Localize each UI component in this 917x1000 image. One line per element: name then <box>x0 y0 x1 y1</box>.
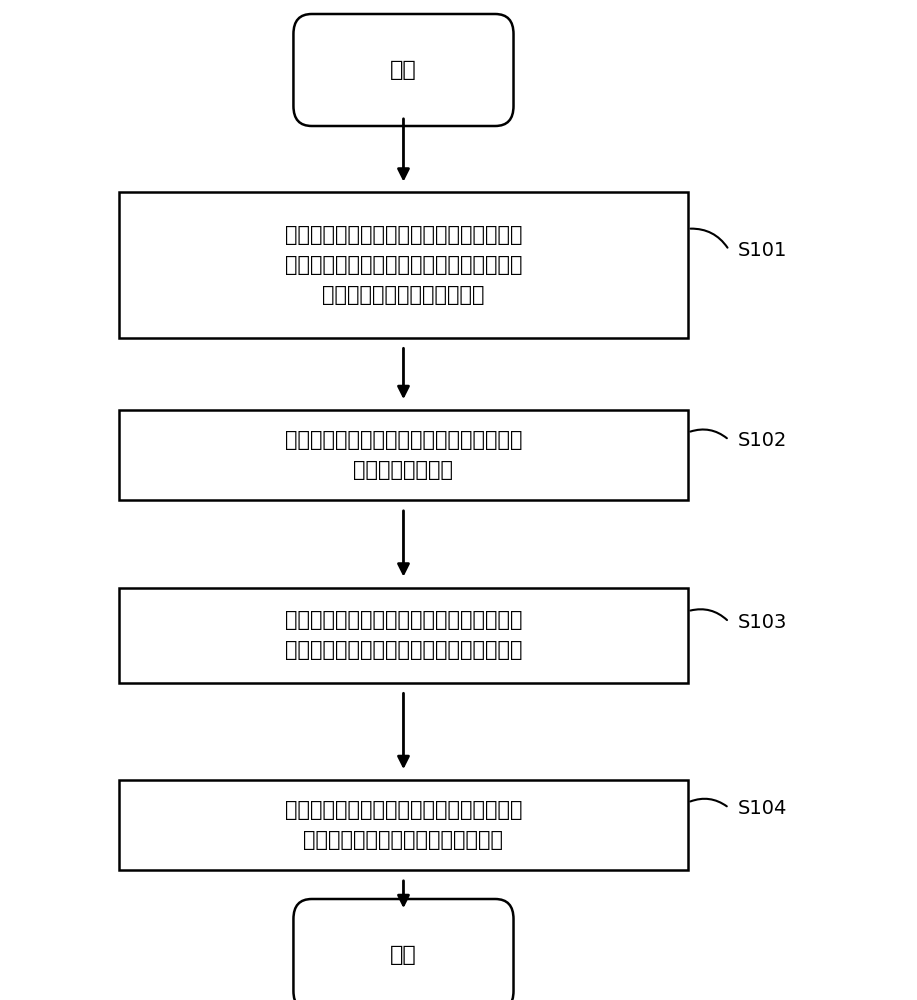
Text: 求解配电网网损最小优化模型，得到预设周
期内的分时段电动汾车充放电功率设置方案: 求解配电网网损最小优化模型，得到预设周 期内的分时段电动汾车充放电功率设置方案 <box>285 610 522 660</box>
Text: 根据总网损和配电网的电路参数建立配电网
网损最小优化模型: 根据总网损和配电网的电路参数建立配电网 网损最小优化模型 <box>285 430 522 480</box>
Text: S103: S103 <box>738 612 788 632</box>
Bar <box>119 192 688 338</box>
Text: S104: S104 <box>738 798 788 818</box>
Bar <box>119 587 688 682</box>
Text: 开始: 开始 <box>390 60 417 80</box>
Text: 利用分时段电动汾车充放电功率设置方案控
制目标充电站的电动汾车充放电功率: 利用分时段电动汾车充放电功率设置方案控 制目标充电站的电动汾车充放电功率 <box>285 800 522 850</box>
Text: S102: S102 <box>738 430 788 450</box>
Bar <box>119 780 688 870</box>
Text: S101: S101 <box>738 240 788 259</box>
Text: 结束: 结束 <box>390 945 417 965</box>
Text: 以目标充电站的电动汾车充放电总功率为负
载，求解电动汾车充放电总功率对目标充电
站接入的配电网造成的总网损: 以目标充电站的电动汾车充放电总功率为负 载，求解电动汾车充放电总功率对目标充电 … <box>285 225 522 305</box>
FancyBboxPatch shape <box>293 14 514 126</box>
FancyBboxPatch shape <box>293 899 514 1000</box>
Bar <box>119 410 688 500</box>
